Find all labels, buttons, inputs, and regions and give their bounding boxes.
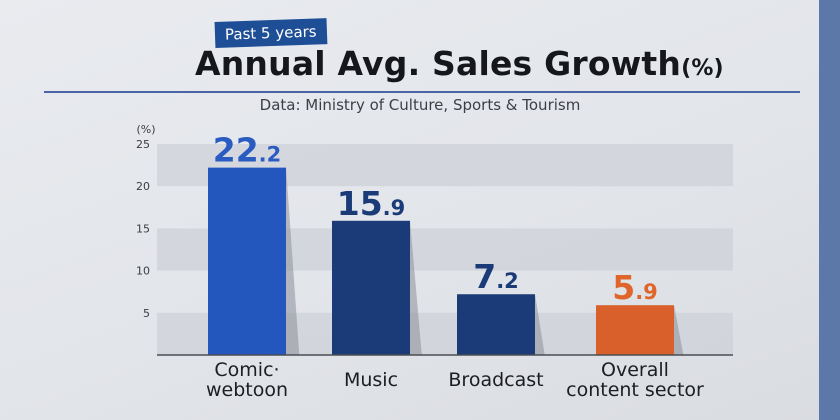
y-tick-label: 10 bbox=[136, 265, 150, 278]
bar bbox=[596, 305, 674, 355]
value-labels: 22.215.97.2 5.9 bbox=[213, 131, 658, 308]
x-tick-label: webtoon bbox=[206, 379, 288, 401]
value-label-decimal: .2 bbox=[259, 143, 282, 167]
chart-title-unit: (%) bbox=[681, 56, 724, 81]
bars bbox=[208, 167, 674, 355]
y-tick-label: 25 bbox=[136, 138, 150, 151]
x-axis-labels: Comic·webtoon Music Broadcast Overallconten… bbox=[206, 359, 704, 401]
value-label-integer: 15 bbox=[337, 184, 383, 223]
value-label: 15.9 bbox=[337, 184, 406, 223]
value-label-integer: 7 bbox=[473, 257, 496, 296]
chart-title-text: Annual Avg. Sales Growth bbox=[195, 44, 682, 83]
data-source: Data: Ministry of Culture, Sports & Tour… bbox=[259, 96, 581, 114]
bar-shadow bbox=[674, 305, 684, 355]
value-label: 5.9 bbox=[612, 268, 658, 307]
bar bbox=[208, 167, 286, 355]
y-tick-label: 5 bbox=[143, 307, 150, 320]
bar-shadows bbox=[286, 167, 684, 355]
x-tick-label: Overall bbox=[601, 359, 669, 381]
y-axis: 5 10 15 20 25 (%) bbox=[136, 123, 156, 320]
x-tick-label: Broadcast bbox=[448, 369, 543, 391]
value-label: 7.2 bbox=[473, 257, 519, 296]
bar-shadow bbox=[535, 294, 545, 355]
x-tick-label: content sector bbox=[566, 379, 704, 401]
bar bbox=[457, 294, 535, 355]
chart-title: Annual Avg. Sales Growth(%) bbox=[195, 44, 724, 83]
value-label-decimal: .2 bbox=[496, 269, 519, 293]
value-label-decimal: .9 bbox=[635, 280, 658, 304]
bar-shadow bbox=[410, 220, 422, 355]
value-label: 22.2 bbox=[213, 131, 282, 170]
bar-shadow bbox=[286, 167, 300, 355]
y-axis-unit: (%) bbox=[136, 123, 155, 136]
y-tick-label: 15 bbox=[136, 222, 150, 235]
value-label-integer: 22 bbox=[213, 131, 259, 170]
value-label-integer: 5 bbox=[612, 268, 635, 307]
x-tick-label: Music bbox=[344, 369, 398, 391]
title-divider bbox=[44, 91, 800, 93]
y-tick-label: 20 bbox=[136, 180, 150, 193]
side-panel bbox=[819, 0, 840, 420]
x-tick-label: Comic· bbox=[214, 359, 279, 381]
value-label-decimal: .9 bbox=[383, 196, 406, 220]
bar bbox=[332, 220, 410, 355]
